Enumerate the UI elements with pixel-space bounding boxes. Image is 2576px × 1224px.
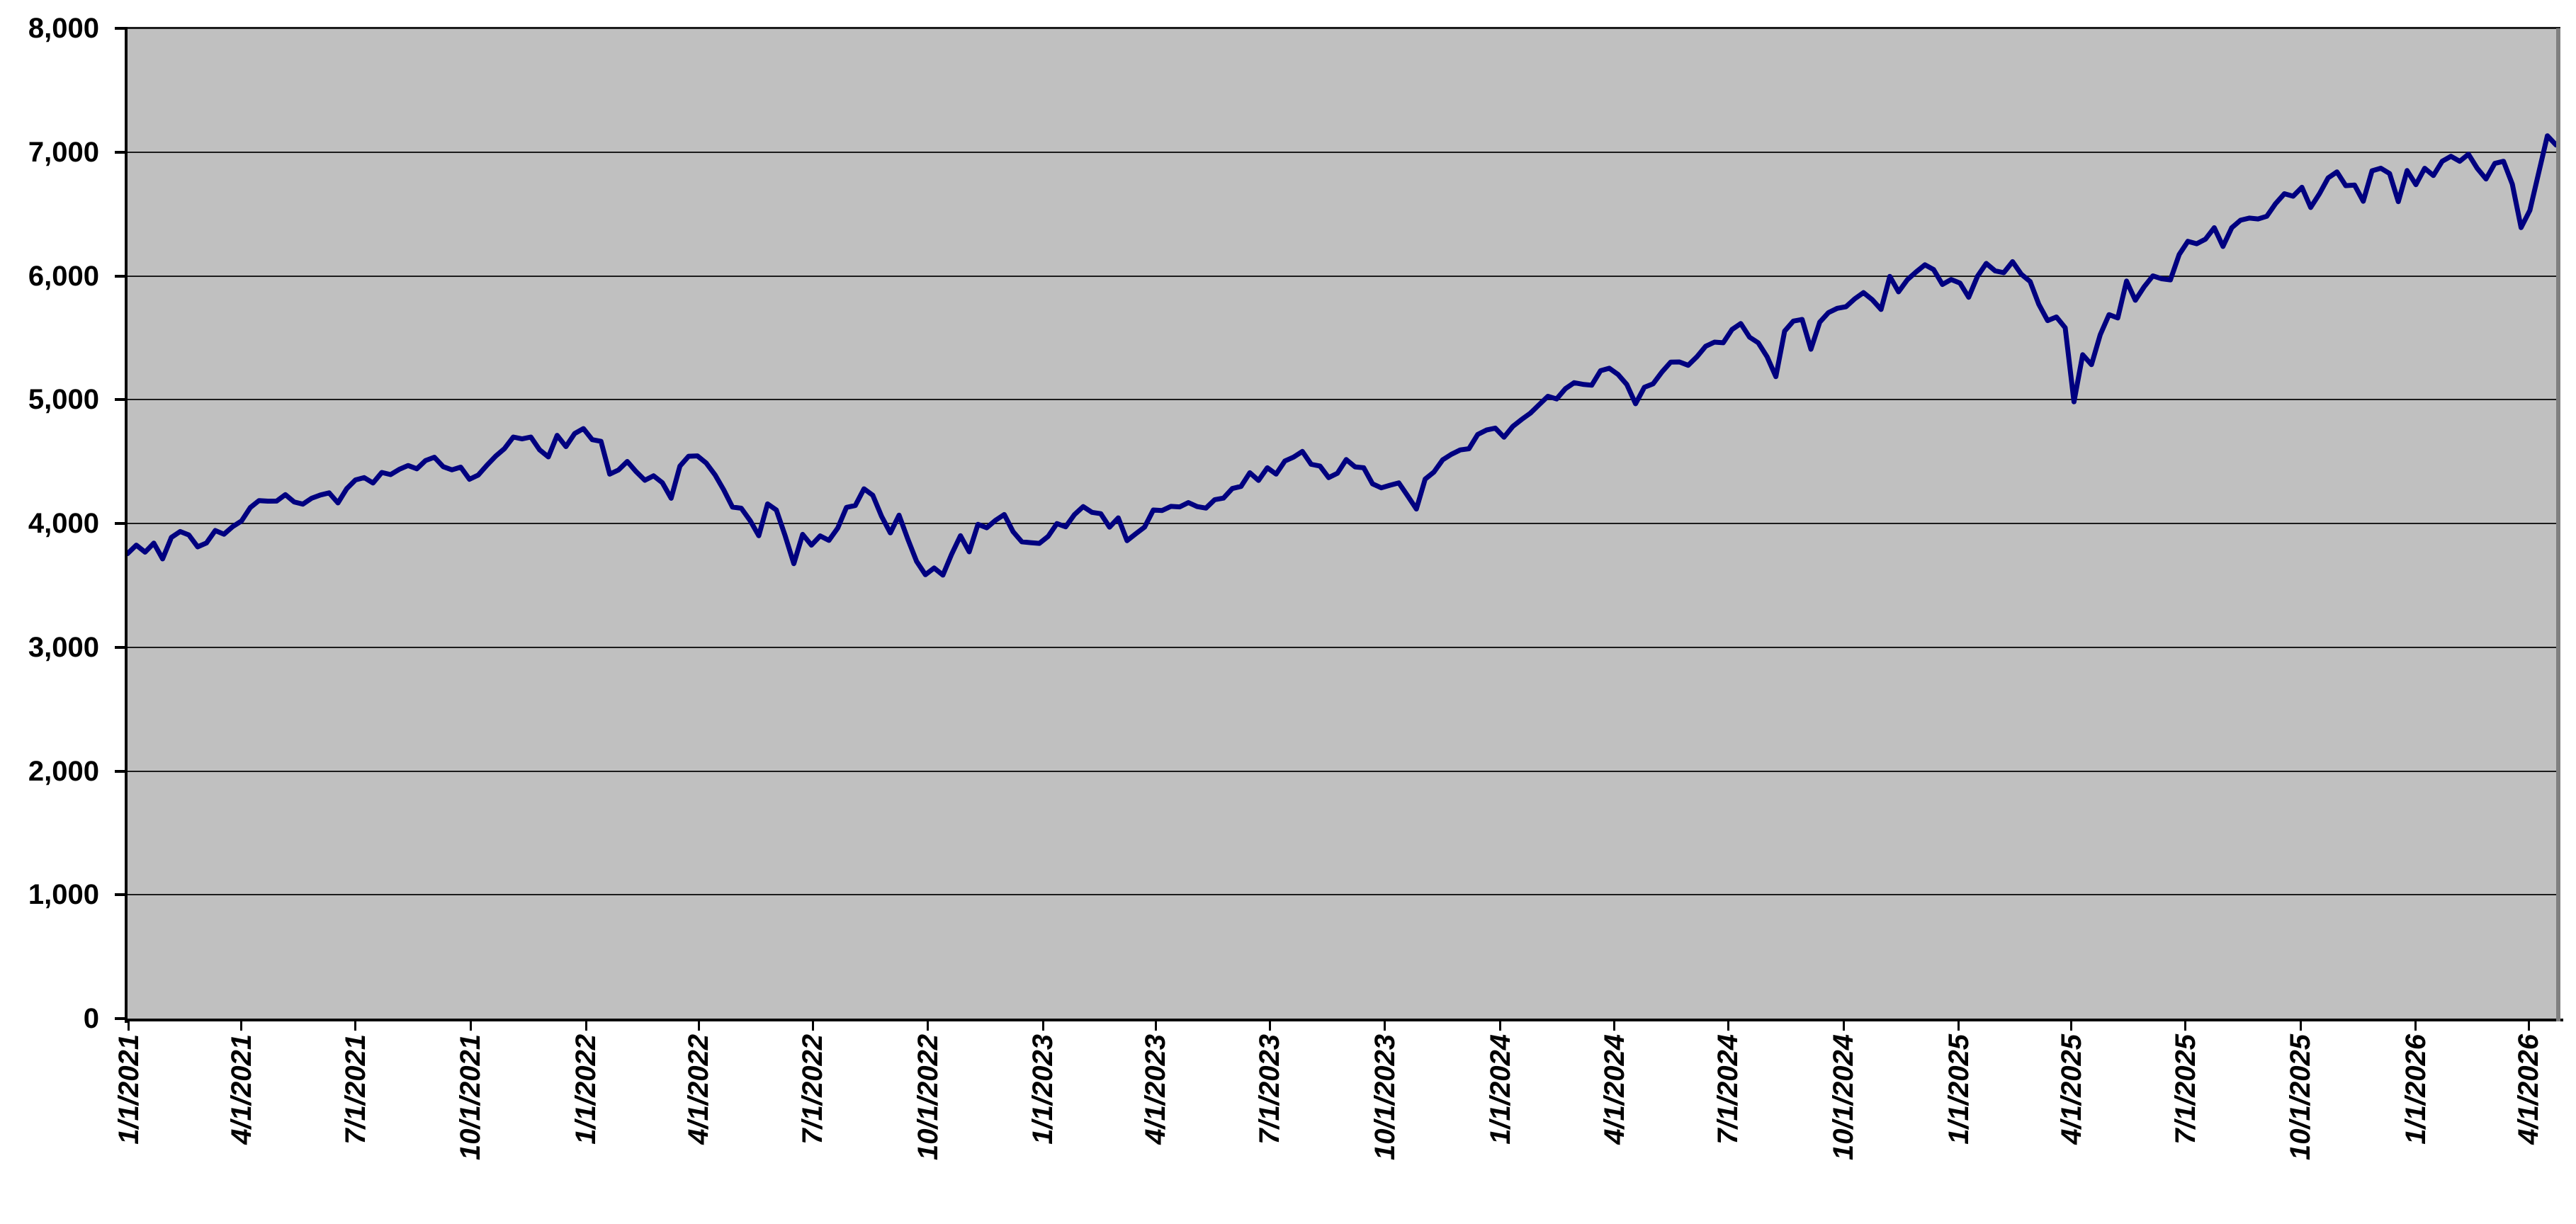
x-axis-tick bbox=[1268, 1021, 1271, 1031]
x-axis-tick bbox=[2070, 1021, 2073, 1031]
x-axis-tick bbox=[1842, 1021, 1845, 1031]
y-axis-tick bbox=[115, 893, 125, 897]
gridline bbox=[128, 770, 2556, 772]
x-axis-tick bbox=[584, 1021, 587, 1031]
x-axis-tick bbox=[354, 1021, 357, 1031]
x-axis-tick bbox=[1041, 1021, 1044, 1031]
x-axis-label: 7/1/2023 bbox=[1254, 1034, 1286, 1145]
y-axis-tick bbox=[115, 769, 125, 773]
y-axis-label: 7,000 bbox=[28, 136, 99, 168]
gridline bbox=[128, 523, 2556, 524]
y-axis-tick bbox=[115, 398, 125, 402]
y-axis-label: 0 bbox=[83, 1003, 99, 1034]
x-axis-tick bbox=[1154, 1021, 1157, 1031]
x-axis-tick bbox=[697, 1021, 700, 1031]
y-axis-label: 5,000 bbox=[28, 384, 99, 416]
x-axis-label: 1/1/2025 bbox=[1943, 1034, 1975, 1145]
y-axis-label: 4,000 bbox=[28, 508, 99, 539]
plot-area bbox=[128, 28, 2556, 1019]
x-axis-label: 10/1/2024 bbox=[1828, 1034, 1860, 1160]
x-axis-label: 4/1/2021 bbox=[225, 1034, 257, 1145]
gridline bbox=[128, 28, 2556, 29]
gridline bbox=[128, 399, 2556, 401]
x-axis-label: 10/1/2021 bbox=[455, 1034, 487, 1160]
y-axis-label: 8,000 bbox=[28, 13, 99, 44]
x-axis-tick bbox=[1958, 1021, 1960, 1031]
x-axis-label: 10/1/2022 bbox=[912, 1034, 944, 1160]
gridline bbox=[128, 894, 2556, 896]
x-axis-tick bbox=[1727, 1021, 1729, 1031]
x-axis-tick bbox=[1499, 1021, 1502, 1031]
x-axis-tick bbox=[2414, 1021, 2417, 1031]
x-axis-label: 10/1/2025 bbox=[2285, 1034, 2317, 1160]
y-axis-label: 3,000 bbox=[28, 631, 99, 663]
y-axis-tick bbox=[115, 274, 125, 278]
x-axis-label: 4/1/2026 bbox=[2513, 1034, 2545, 1145]
x-axis-tick bbox=[1384, 1021, 1386, 1031]
y-axis-tick bbox=[115, 150, 125, 154]
plot-right-border bbox=[2556, 27, 2560, 1021]
x-axis-tick bbox=[240, 1021, 243, 1031]
y-axis-label: 1,000 bbox=[28, 879, 99, 911]
x-axis-label: 4/1/2025 bbox=[2055, 1034, 2087, 1145]
price-line bbox=[128, 133, 2556, 578]
x-axis-label: 7/1/2024 bbox=[1712, 1034, 1744, 1145]
x-axis-tick bbox=[811, 1021, 814, 1031]
x-axis-tick bbox=[1613, 1021, 1616, 1031]
x-axis-line bbox=[125, 1019, 2563, 1021]
x-axis-tick bbox=[2184, 1021, 2187, 1031]
gridline bbox=[128, 151, 2556, 153]
x-axis-label: 4/1/2024 bbox=[1598, 1034, 1630, 1145]
y-axis-line bbox=[125, 27, 128, 1023]
y-axis-tick bbox=[115, 522, 125, 525]
y-axis-tick bbox=[115, 645, 125, 649]
x-axis-label: 1/1/2022 bbox=[570, 1034, 602, 1145]
x-axis-label: 10/1/2023 bbox=[1369, 1034, 1401, 1160]
x-axis-label: 4/1/2022 bbox=[683, 1034, 715, 1145]
x-axis-tick bbox=[469, 1021, 472, 1031]
y-axis-tick bbox=[115, 1017, 125, 1020]
price-line-chart bbox=[128, 133, 2556, 578]
gridline bbox=[128, 275, 2556, 277]
x-axis-label: 1/1/2026 bbox=[2400, 1034, 2431, 1145]
x-axis-label: 1/1/2024 bbox=[1484, 1034, 1516, 1145]
x-axis-tick bbox=[2527, 1021, 2530, 1031]
y-axis-label: 6,000 bbox=[28, 260, 99, 292]
gridline bbox=[128, 646, 2556, 648]
x-axis-label: 7/1/2025 bbox=[2169, 1034, 2201, 1145]
x-axis-tick bbox=[2299, 1021, 2302, 1031]
x-axis-label: 4/1/2023 bbox=[1140, 1034, 1172, 1145]
x-axis-label: 1/1/2021 bbox=[113, 1034, 145, 1145]
y-axis-tick bbox=[115, 27, 125, 30]
x-axis-label: 1/1/2023 bbox=[1027, 1034, 1059, 1145]
x-axis-tick bbox=[128, 1021, 130, 1031]
x-axis-tick bbox=[927, 1021, 930, 1031]
x-axis-label: 7/1/2021 bbox=[339, 1034, 371, 1145]
x-axis-label: 7/1/2022 bbox=[797, 1034, 829, 1145]
plot-top-border bbox=[128, 27, 2560, 28]
y-axis-label: 2,000 bbox=[28, 755, 99, 787]
